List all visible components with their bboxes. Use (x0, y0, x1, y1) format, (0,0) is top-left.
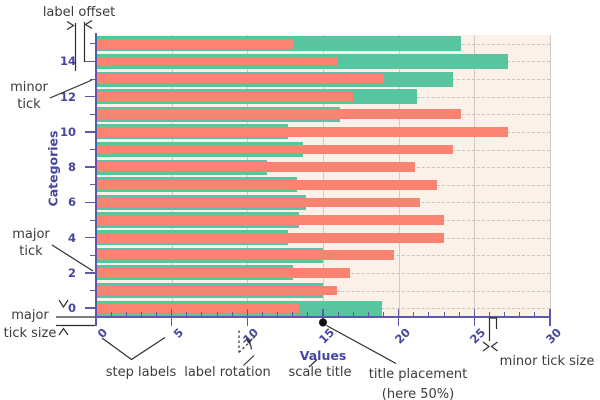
y-minor-tick-1 (89, 290, 96, 292)
y-major-tick-14 (85, 60, 96, 63)
x-minor-tick-13 (292, 312, 294, 317)
x-minor-tick-7 (201, 312, 203, 317)
bar-salmon-cat6 (96, 197, 420, 208)
y-major-tick-12 (85, 95, 96, 98)
x-minor-tick-24 (458, 312, 460, 317)
annotation-major-tick: major tick (12, 227, 50, 259)
bar-salmon-cat5 (96, 215, 445, 225)
x-minor-tick-8 (216, 312, 218, 317)
gridline-vertical-25 (474, 35, 476, 317)
x-major-tick-0 (95, 309, 97, 326)
bar-salmon-cat2 (96, 268, 351, 278)
y-tick-label-14: 14 (59, 54, 76, 69)
annotation-title-placement: title placement (here 50%) (368, 367, 468, 400)
x-minor-tick-4 (155, 312, 158, 317)
y-tick-label-2: 2 (67, 265, 76, 280)
y-minor-tick-5 (89, 219, 96, 221)
x-minor-tick-2 (125, 312, 127, 317)
gridline-vertical-15 (323, 35, 324, 317)
x-major-tick-30 (549, 309, 551, 326)
annotation-step-labels: step labels (105, 365, 177, 380)
y-minor-tick-13 (89, 78, 96, 80)
annotation-label-offset: label offset (42, 5, 116, 20)
x-minor-tick-17 (352, 312, 354, 317)
x-major-tick-15 (322, 309, 324, 326)
x-minor-tick-23 (443, 312, 445, 317)
y-minor-tick-3 (89, 254, 96, 256)
gridline-vertical-30 (550, 35, 551, 317)
x-minor-tick-29 (534, 312, 536, 317)
y-tick-label-6: 6 (67, 195, 76, 210)
annotation-major-tick-size: major tick size (3, 308, 57, 341)
x-minor-tick-18 (367, 312, 369, 317)
y-major-tick-10 (85, 131, 96, 133)
annotation-scale-title: scale title (288, 365, 352, 380)
bar-salmon-cat13 (96, 74, 384, 84)
bar-salmon-cat3 (96, 250, 395, 261)
x-tick-label-10: 10 (240, 325, 262, 347)
y-minor-tick-11 (89, 113, 96, 115)
y-minor-tick-9 (89, 149, 96, 151)
x-minor-tick-28 (519, 312, 521, 317)
x-minor-tick-9 (231, 312, 233, 317)
y-minor-tick-15 (89, 43, 96, 45)
x-major-tick-25 (473, 309, 476, 326)
x-minor-tick-3 (140, 312, 142, 317)
y-major-tick-8 (85, 166, 96, 168)
x-tick-label-0: 0 (94, 325, 111, 341)
x-minor-tick-21 (413, 312, 415, 317)
x-minor-tick-6 (186, 312, 188, 317)
x-major-tick-10 (246, 309, 249, 326)
y-tick-label-0: 0 (67, 301, 76, 316)
gridline-vertical-20 (398, 35, 400, 317)
x-minor-tick-26 (488, 312, 491, 317)
y-major-tick-4 (85, 236, 96, 239)
bar-salmon-cat4 (96, 232, 445, 243)
x-axis-title: Values (299, 348, 347, 363)
bar-salmon-cat0 (96, 303, 299, 314)
bar-salmon-cat12 (96, 91, 354, 102)
y-axis-title: Categories (45, 130, 61, 207)
annotation-label-rotation: label rotation (184, 365, 271, 380)
bar-salmon-cat14 (96, 56, 337, 67)
annotation-minor-tick-size: minor tick size (499, 354, 595, 369)
bar-salmon-cat9 (96, 144, 454, 155)
y-tick-label-8: 8 (67, 160, 76, 175)
y-tick-label-10: 10 (59, 124, 76, 139)
x-minor-tick-11 (261, 312, 264, 317)
annotation-minor-tick: minor tick (10, 80, 48, 112)
x-tick-label-20: 20 (391, 325, 413, 347)
bar-salmon-cat10 (96, 127, 508, 137)
x-major-tick-20 (397, 309, 400, 326)
x-tick-label-25: 25 (467, 325, 489, 347)
gridline-vertical-10 (247, 35, 249, 317)
bar-salmon-cat7 (96, 179, 437, 190)
bar-salmon-cat1 (96, 285, 337, 296)
bar-salmon-cat15 (96, 38, 293, 49)
gridline-vertical-5 (171, 35, 173, 317)
y-tick-label-4: 4 (67, 230, 76, 245)
x-minor-tick-19 (382, 312, 385, 317)
x-major-tick-5 (170, 309, 173, 326)
y-minor-tick-7 (89, 184, 96, 186)
x-tick-label-5: 5 (170, 325, 186, 341)
x-minor-tick-16 (337, 312, 339, 317)
y-major-tick-2 (85, 272, 96, 274)
x-minor-tick-1 (110, 312, 112, 317)
bar-salmon-cat8 (96, 162, 416, 173)
y-major-tick-0 (85, 307, 96, 309)
x-minor-tick-12 (277, 312, 279, 317)
x-minor-tick-22 (428, 312, 430, 317)
x-minor-tick-27 (504, 312, 506, 317)
y-major-tick-6 (85, 201, 96, 204)
bar-salmon-cat11 (96, 109, 461, 120)
y-axis-line (94, 33, 97, 318)
x-minor-tick-14 (307, 312, 309, 317)
